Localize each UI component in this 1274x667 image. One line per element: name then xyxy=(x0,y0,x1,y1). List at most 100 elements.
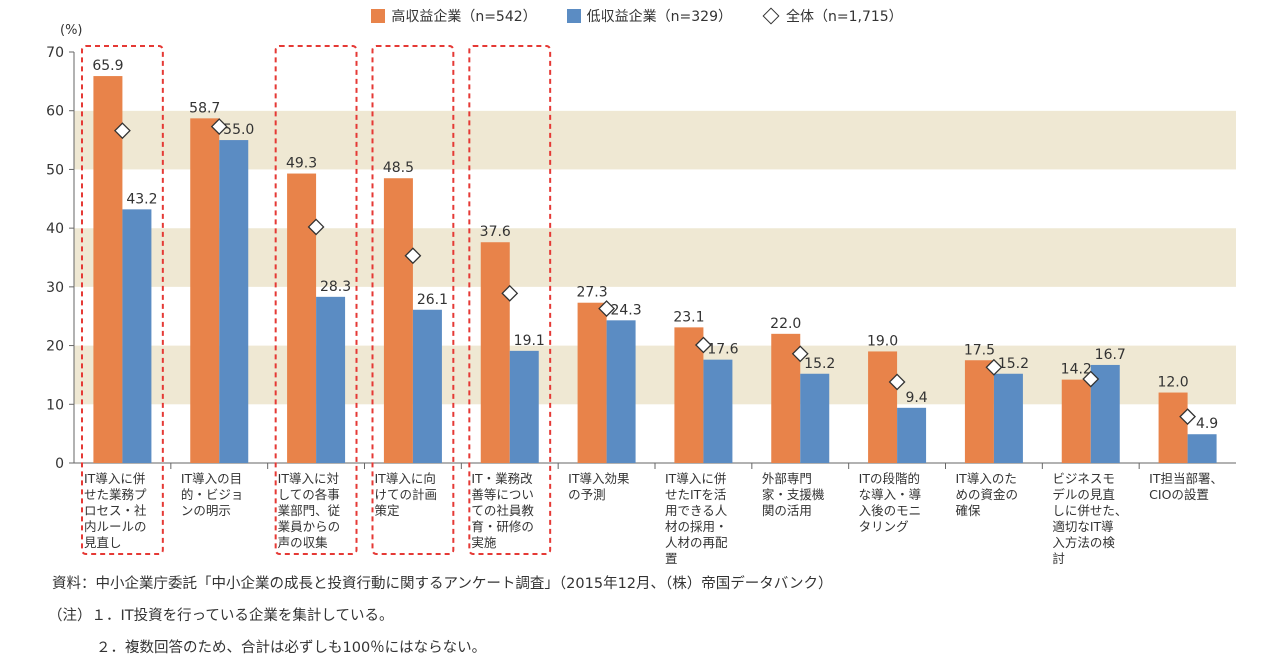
bar-low-profit xyxy=(897,407,927,463)
value-label-high: 58.7 xyxy=(189,100,220,116)
value-label-high: 17.5 xyxy=(964,342,995,358)
category-label: 確保 xyxy=(956,503,982,518)
bar-high-profit xyxy=(383,178,413,463)
category-label: しての各事 xyxy=(278,487,340,502)
bar-high-profit xyxy=(93,76,123,463)
legend-label-high: 高収益企業（n=542） xyxy=(391,9,537,25)
diamond-marker-total xyxy=(501,284,519,302)
source-note: 資料：中小企業庁委託「中小企業の成長と投資行動に関するアンケート調査」（2015… xyxy=(52,576,833,592)
category-label: CIOの設置 xyxy=(1149,487,1209,502)
y-tick-label: 60 xyxy=(46,104,64,120)
legend-item-low: 低収益企業（n=329） xyxy=(566,6,732,26)
category-label: IT導入に対 xyxy=(278,471,339,486)
value-label-high: 48.5 xyxy=(383,160,414,176)
bar-low-profit xyxy=(412,309,442,463)
category-label: けての計画 xyxy=(375,487,438,502)
category-label: IT・業務改 xyxy=(471,471,533,486)
value-label-low: 4.9 xyxy=(1196,416,1218,432)
value-label-high: 23.1 xyxy=(673,309,704,325)
bar-high-profit xyxy=(480,242,510,463)
value-label-high: 37.6 xyxy=(480,224,511,240)
value-label-low: 19.1 xyxy=(514,333,545,349)
highlight-box xyxy=(371,45,455,555)
category-label: 適切なIT導 xyxy=(1052,519,1113,534)
bar-high-profit xyxy=(868,351,898,463)
y-unit-label: (%) xyxy=(60,23,83,38)
category-label: せたITを活 xyxy=(665,487,726,502)
category-label: IT導入効果 xyxy=(568,471,630,486)
value-label-low: 26.1 xyxy=(417,292,448,308)
category-label: 見直し xyxy=(84,535,122,550)
category-label: 外部専門 xyxy=(762,471,812,486)
legend-label-low: 低収益企業（n=329） xyxy=(586,9,732,25)
legend-item-all: 全体（n=1,715） xyxy=(762,6,903,26)
bar-high-profit xyxy=(190,118,220,464)
category-label: な導入・導 xyxy=(859,487,922,502)
category-label: 材の採用・ xyxy=(665,519,728,534)
value-label-low: 28.3 xyxy=(320,279,351,295)
category-label: ンの明示 xyxy=(181,503,231,518)
y-tick-label: 70 xyxy=(46,45,64,61)
category-label: 内ルールの xyxy=(84,519,147,534)
category-label: 業部門、従 xyxy=(278,503,341,518)
value-label-high: 65.9 xyxy=(92,58,123,74)
value-label-high: 49.3 xyxy=(286,156,317,172)
diamond-marker-total xyxy=(791,345,809,363)
highlight-box xyxy=(81,45,164,555)
diamond-marker-total xyxy=(404,247,422,265)
y-tick-label: 20 xyxy=(46,339,64,355)
category-label: しに併せた、 xyxy=(1052,503,1127,518)
diamond-marker-total xyxy=(888,373,906,391)
bar-low-profit xyxy=(316,296,346,463)
category-label: 善等につい xyxy=(471,487,534,502)
value-label-low: 55.0 xyxy=(223,122,254,138)
y-tick-label: 50 xyxy=(46,162,64,178)
category-label: 人材の再配 xyxy=(665,535,728,550)
category-label: IT導入に併 xyxy=(665,471,727,486)
category-label: 声の収集 xyxy=(278,535,329,550)
background-band xyxy=(74,110,1236,170)
footnote-1: （注）１．IT投資を行っている企業を集計している。 xyxy=(48,608,394,624)
bar-low-profit xyxy=(993,373,1023,463)
value-label-high: 27.3 xyxy=(576,285,607,301)
category-label: IT導入の目 xyxy=(181,471,242,486)
diamond-marker-total xyxy=(1179,408,1197,426)
legend-item-high: 高収益企業（n=542） xyxy=(371,6,537,26)
category-label: 用できる人 xyxy=(665,503,728,518)
legend-label-all: 全体（n=1,715） xyxy=(785,9,903,25)
legend-swatch-high xyxy=(371,9,386,23)
category-label: 入方法の検 xyxy=(1052,535,1115,550)
value-label-low: 24.3 xyxy=(610,302,641,318)
category-label: めの資金の xyxy=(956,487,1019,502)
category-label: IT担当部署、 xyxy=(1149,471,1223,486)
legend-swatch-low xyxy=(566,9,581,23)
category-label: 討 xyxy=(1052,551,1065,566)
bar-chart: 0 10 20 30 40 50 60 70 (%) 65.9 43.2 IT導入に併せた業務プロセス… xyxy=(46,23,1236,566)
y-tick-label: 0 xyxy=(55,456,64,472)
y-tick-label: 40 xyxy=(46,221,64,237)
diamond-marker-total xyxy=(113,122,131,140)
value-label-low: 9.4 xyxy=(905,390,927,406)
diamond-marker-total xyxy=(985,358,1003,376)
bar-low-profit xyxy=(219,140,249,464)
category-label: 業員からの xyxy=(278,519,341,534)
diamond-marker-total xyxy=(307,218,325,236)
category-label: IT導入に併 xyxy=(84,471,146,486)
diamond-marker-total xyxy=(598,300,616,318)
bar-high-profit xyxy=(964,360,994,463)
category-label: IT導入に向 xyxy=(375,471,436,486)
value-label-high: 12.0 xyxy=(1157,375,1188,391)
y-tick-label: 30 xyxy=(46,280,64,296)
bar-high-profit xyxy=(577,302,607,463)
category-label: 育・研修の xyxy=(471,519,534,534)
category-label: ITの段階的 xyxy=(859,471,920,486)
background-band xyxy=(74,404,1236,463)
bar-high-profit xyxy=(674,327,704,463)
category-label: ての社員教 xyxy=(471,503,534,518)
category-label: 実施 xyxy=(471,535,497,550)
category-label: 置 xyxy=(665,551,678,566)
bar-low-profit xyxy=(703,359,733,463)
diamond-marker-total xyxy=(1082,370,1100,388)
value-label-high: 19.0 xyxy=(867,333,898,349)
background-band xyxy=(74,52,1236,111)
